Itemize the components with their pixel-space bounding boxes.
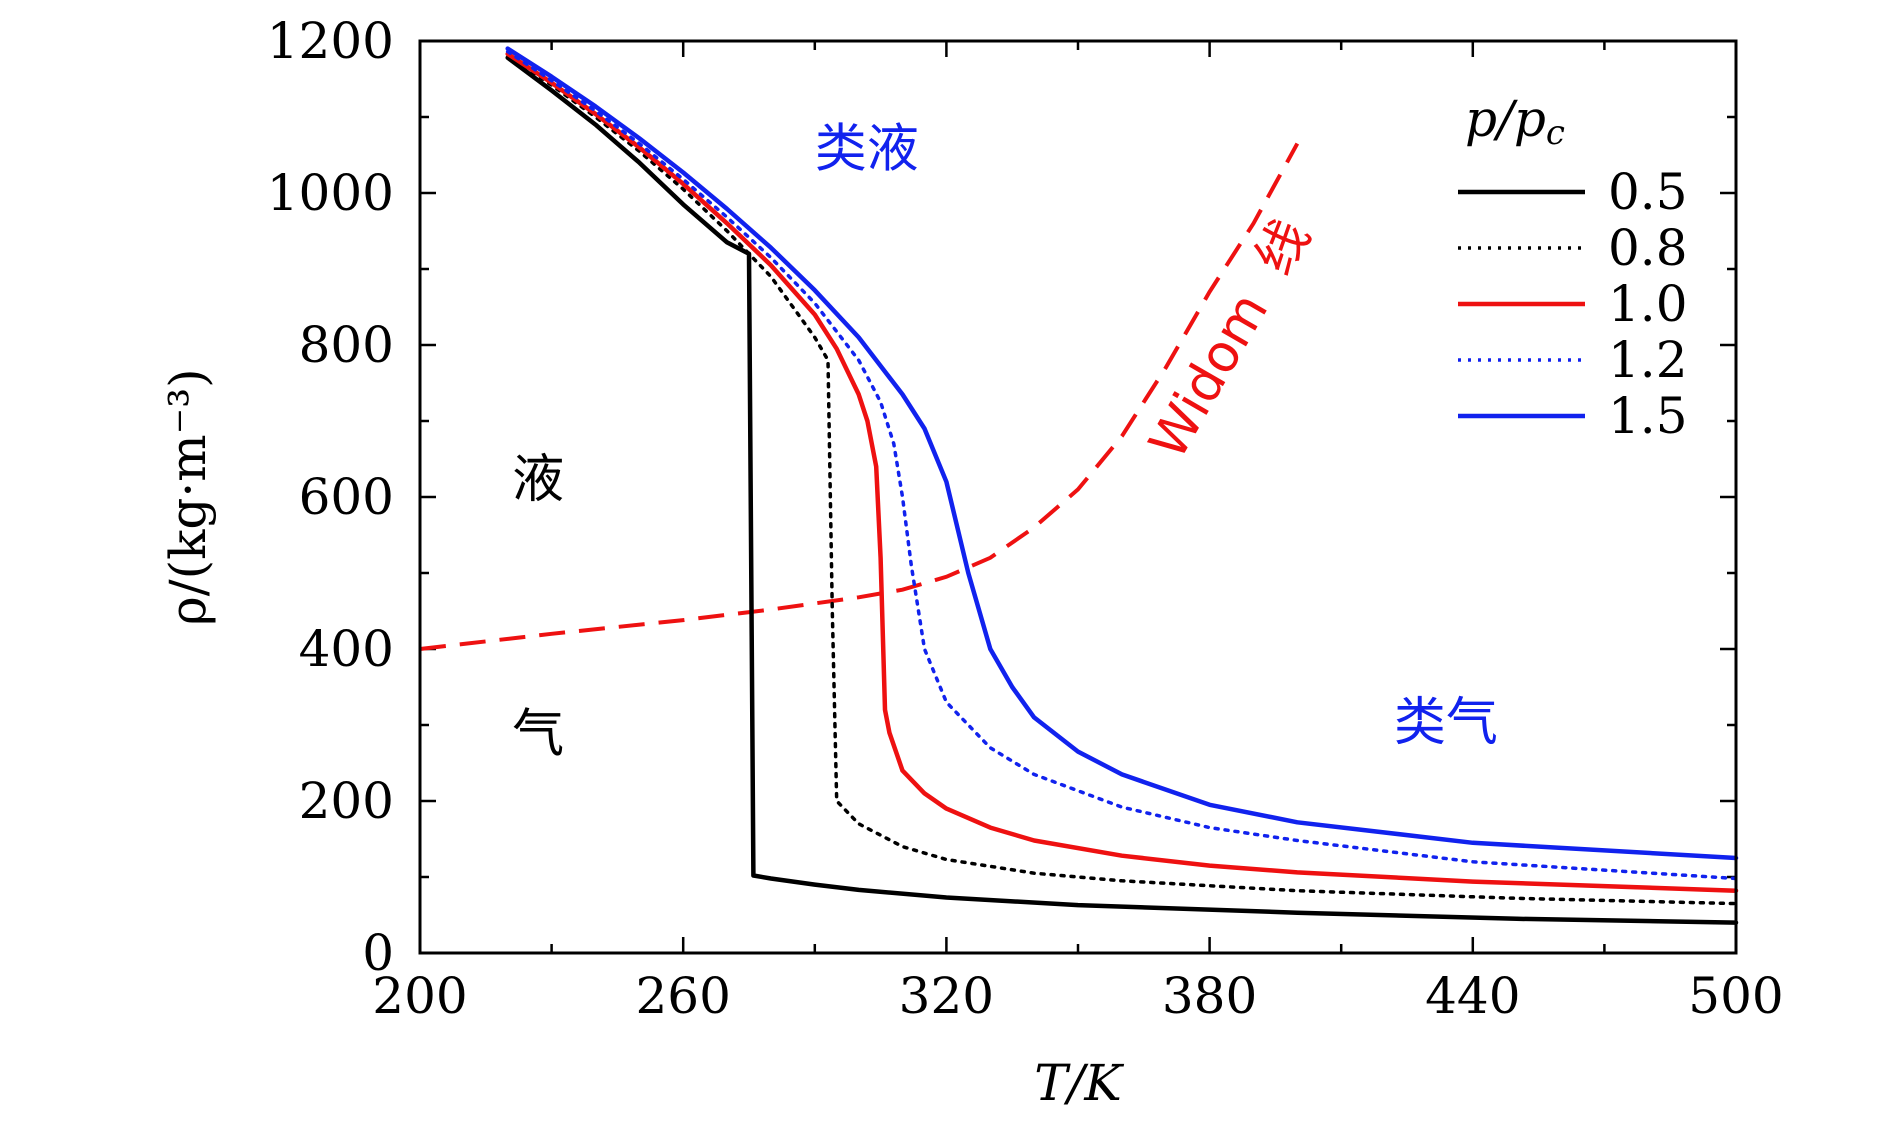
annotation-label: 气 (512, 705, 564, 765)
annotation-label: 类液 (815, 119, 919, 179)
y-tick-label: 1000 (267, 164, 394, 222)
x-tick-label: 380 (1162, 967, 1257, 1025)
series-line-1.5 (505, 46, 1739, 861)
series-line-1.0 (505, 51, 1739, 893)
plot-frame (418, 39, 1738, 955)
y-tick-label: 400 (299, 620, 394, 678)
x-tick-label: 500 (1688, 967, 1783, 1025)
y-tick-label: 600 (299, 468, 394, 526)
series-layer (505, 46, 1739, 925)
widom-line (419, 142, 1300, 651)
x-tick-label: 320 (899, 967, 994, 1025)
x-axis-title: T/K (1034, 1054, 1124, 1112)
legend-title: p/pc (1465, 90, 1565, 153)
legend-label-0.8: 0.8 (1608, 219, 1688, 277)
annotation-label: 类气 (1394, 693, 1498, 753)
axes-ticks-layer (418, 39, 1738, 955)
x-tick-label: 200 (372, 967, 467, 1025)
legend: p/pc 0.50.81.01.21.5 (1458, 90, 1688, 445)
y-tick-label: 200 (299, 772, 394, 830)
series-line-1.2 (505, 49, 1738, 881)
annotation-label: 液 (512, 450, 564, 510)
widom-line-label: Widom 线 (1138, 210, 1322, 469)
x-tick-label: 260 (635, 967, 730, 1025)
series-line-0.8 (505, 52, 1738, 906)
legend-label-1.5: 1.5 (1608, 387, 1688, 445)
y-tick-label: 1200 (267, 12, 394, 70)
y-tick-label: 800 (299, 316, 394, 374)
y-tick-label: 0 (362, 924, 394, 982)
legend-label-1.2: 1.2 (1608, 331, 1688, 389)
widom-line-layer (419, 142, 1300, 651)
x-tick-label: 440 (1425, 967, 1520, 1025)
y-axis-title: ρ/(kg·m⁻³) (159, 368, 217, 625)
series-line-0.5 (505, 55, 1739, 925)
legend-label-0.5: 0.5 (1608, 163, 1688, 221)
widom-label-text: Widom (1138, 283, 1280, 469)
legend-label-1.0: 1.0 (1608, 275, 1688, 333)
